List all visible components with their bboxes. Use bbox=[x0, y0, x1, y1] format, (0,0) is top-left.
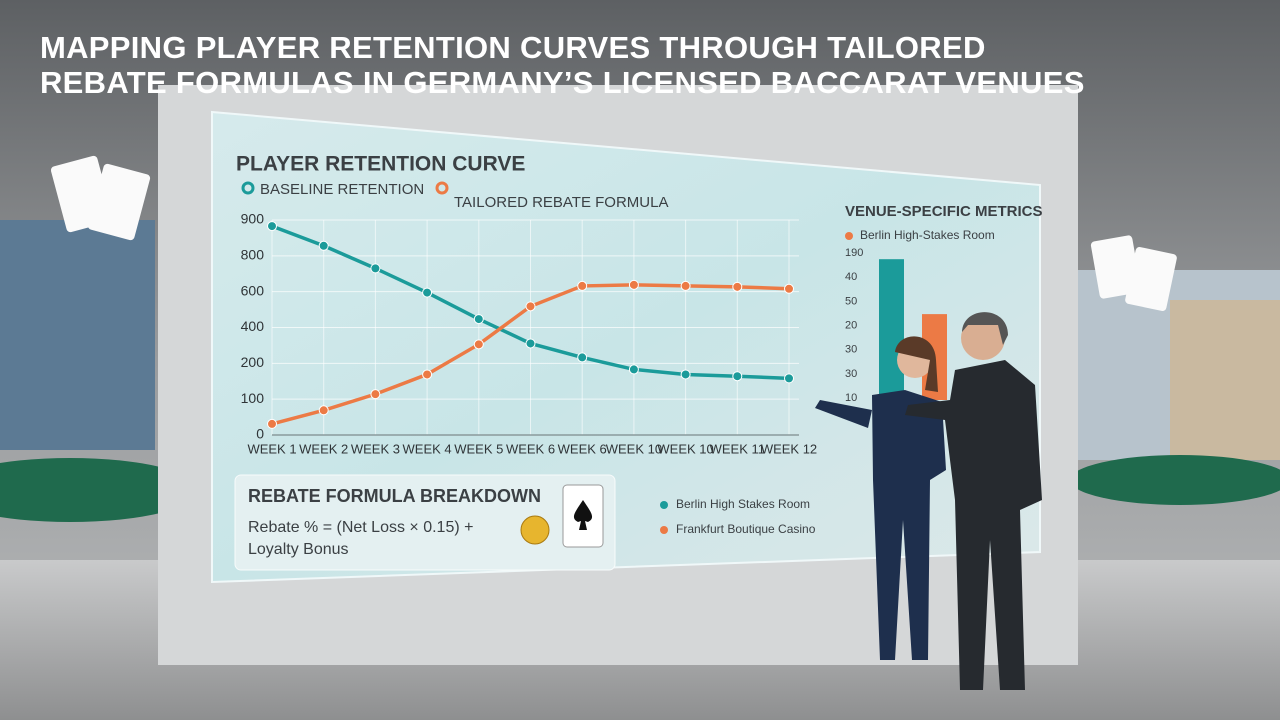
legend-title: Berlin High-Stakes Room bbox=[860, 228, 995, 242]
x-tick-label: WEEK 6 bbox=[506, 441, 555, 456]
coin-icon bbox=[520, 515, 550, 545]
data-point bbox=[318, 405, 329, 416]
x-tick-label: WEEK 3 bbox=[351, 441, 400, 456]
legend-label: BASELINE RETENTION bbox=[260, 181, 424, 198]
floating-card bbox=[1125, 247, 1177, 311]
data-point bbox=[784, 283, 794, 294]
data-point bbox=[680, 369, 691, 380]
data-point bbox=[628, 364, 639, 375]
data-point bbox=[318, 240, 329, 251]
spade-icon bbox=[573, 500, 593, 530]
woman-hair bbox=[895, 336, 938, 392]
y-tick-label: 40 bbox=[845, 271, 857, 283]
data-point bbox=[577, 280, 588, 291]
legend-dot bbox=[435, 181, 449, 195]
chart-title: VENUE-SPECIFIC METRICS bbox=[845, 203, 1043, 220]
people bbox=[815, 312, 1042, 690]
floating-card bbox=[87, 163, 151, 241]
legend-label: Berlin High Stakes Room bbox=[676, 497, 810, 511]
data-point bbox=[732, 281, 743, 292]
y-tick-label: 800 bbox=[241, 247, 265, 263]
data-point bbox=[422, 287, 433, 298]
y-tick-label: 30 bbox=[845, 368, 857, 380]
legend-label: Frankfurt Boutique Casino bbox=[676, 522, 816, 536]
man-head bbox=[961, 316, 1005, 360]
headline: MAPPING PLAYER RETENTION CURVES THROUGH … bbox=[40, 30, 986, 65]
data-point bbox=[784, 373, 794, 384]
man bbox=[905, 360, 1042, 690]
data-point bbox=[525, 301, 536, 312]
data-point bbox=[680, 280, 691, 291]
x-tick-label: WEEK 1 bbox=[247, 441, 296, 456]
y-tick-label: 190 bbox=[845, 247, 863, 259]
data-point bbox=[370, 263, 381, 274]
data-point bbox=[422, 369, 433, 380]
bar bbox=[879, 259, 904, 400]
y-tick-label: 600 bbox=[241, 282, 265, 298]
y-tick-label: 100 bbox=[241, 390, 265, 406]
window-left bbox=[0, 220, 155, 450]
building-right bbox=[1170, 300, 1280, 460]
formula-box bbox=[234, 474, 616, 571]
x-tick-label: WEEK 6 bbox=[558, 441, 607, 456]
x-tick-label: WEEK 4 bbox=[403, 441, 452, 456]
man-hair bbox=[962, 312, 1008, 345]
floating-card bbox=[1090, 235, 1142, 299]
data-point bbox=[370, 389, 381, 400]
table-left bbox=[0, 458, 200, 522]
x-tick-label: WEEK 5 bbox=[454, 441, 503, 456]
x-tick-label: WEEK 2 bbox=[299, 441, 348, 456]
woman-arm bbox=[815, 400, 872, 428]
y-tick-label: 0 bbox=[256, 426, 264, 442]
x-tick-label: WEEK 11 bbox=[710, 441, 765, 456]
data-point bbox=[267, 418, 277, 429]
x-tick-label: WEEK 12 bbox=[761, 441, 817, 456]
woman bbox=[872, 390, 946, 660]
data-point bbox=[577, 352, 588, 363]
y-tick-label: 400 bbox=[241, 318, 265, 334]
legend-dot bbox=[660, 526, 668, 534]
y-tick-label: 200 bbox=[241, 354, 265, 370]
data-point bbox=[628, 279, 639, 290]
legend-dot bbox=[845, 232, 853, 240]
formula-line: Rebate % = (Net Loss × 0.15) + bbox=[248, 519, 473, 536]
x-tick-label: WEEK 10 bbox=[657, 441, 713, 456]
y-tick-label: 30 bbox=[845, 344, 857, 356]
data-point bbox=[473, 314, 484, 325]
data-point bbox=[473, 339, 484, 350]
data-point bbox=[732, 371, 743, 382]
y-tick-label: 20 bbox=[845, 320, 857, 332]
headline: REBATE FORMULAS IN GERMANY’S LICENSED BA… bbox=[40, 65, 1085, 100]
table-right bbox=[1070, 455, 1280, 505]
y-tick-label: 900 bbox=[241, 211, 265, 227]
x-tick-label: WEEK 10 bbox=[606, 441, 662, 456]
chart-title: PLAYER RETENTION CURVE bbox=[236, 153, 525, 176]
display-screen bbox=[211, 110, 1041, 584]
legend-dot bbox=[241, 181, 255, 195]
formula-line: Loyalty Bonus bbox=[248, 541, 349, 558]
legend-label: TAILORED REBATE FORMULA bbox=[454, 194, 668, 211]
data-point bbox=[267, 221, 277, 232]
y-tick-label: 50 bbox=[845, 295, 857, 307]
y-tick-label: 10 bbox=[845, 392, 857, 404]
data-point bbox=[525, 338, 536, 349]
formula-title: REBATE FORMULA BREAKDOWN bbox=[248, 486, 541, 506]
legend-dot bbox=[660, 501, 668, 509]
